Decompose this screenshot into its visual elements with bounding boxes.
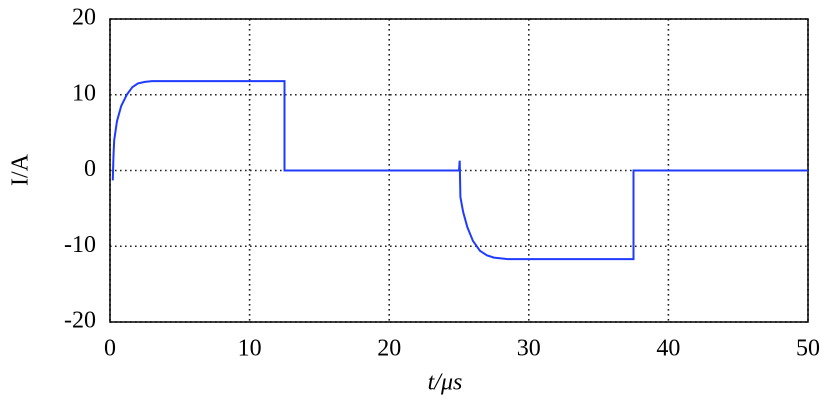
x-tick-label: 30 (517, 336, 541, 362)
data-line (111, 80, 808, 261)
y-tick-label: 0 (84, 156, 96, 182)
y-axis-title: I/A (8, 153, 34, 186)
x-tick-label: 0 (104, 336, 116, 362)
y-tick-label: 20 (72, 5, 96, 31)
x-tick-label: 20 (377, 336, 401, 362)
x-tick-label: 10 (238, 336, 262, 362)
y-tick-label: -10 (64, 232, 96, 258)
x-axis-title: t/μs (428, 370, 463, 396)
y-tick-label: -20 (64, 308, 96, 334)
x-tick-label: 50 (796, 336, 820, 362)
x-tick-label: 40 (656, 336, 680, 362)
y-tick-label: 10 (72, 80, 96, 106)
